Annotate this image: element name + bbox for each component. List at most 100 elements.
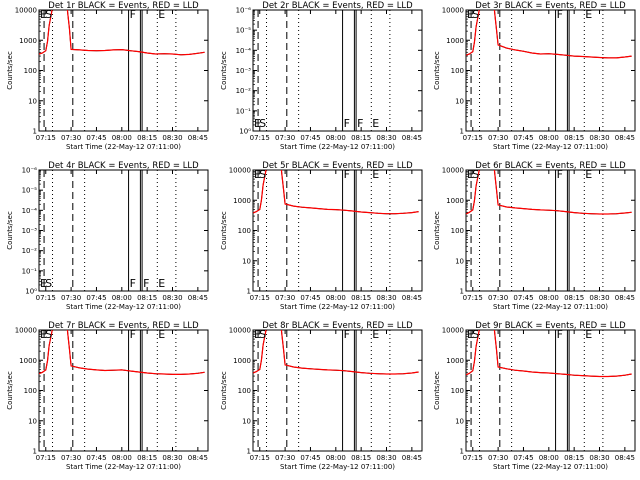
event-marker-label: S: [472, 168, 479, 181]
y-tick-label: 10: [28, 417, 37, 425]
y-tick-label: 10⁻⁶: [22, 167, 38, 175]
x-tick-label: 07:15: [463, 454, 483, 462]
x-axis-title: Start Time (22-May-12 07:11:00): [280, 463, 395, 471]
x-axis-title: Start Time (22-May-12 07:11:00): [66, 143, 181, 151]
plot-frame: [465, 329, 636, 452]
y-tick-label: 10⁻¹: [22, 267, 38, 275]
x-axis-title: Start Time (22-May-12 07:11:00): [66, 463, 181, 471]
event-marker-label: S: [45, 8, 52, 21]
x-tick-label: 07:45: [86, 134, 106, 142]
x-tick-label: 07:15: [463, 134, 483, 142]
y-axis-title: Counts/sec: [433, 51, 441, 90]
y-tick-label: 10⁻⁵: [22, 187, 38, 195]
x-tick-label: 08:30: [589, 294, 609, 302]
panel-title: Det 7r BLACK = Events, RED = LLD: [48, 321, 199, 331]
x-tick-label: 08:00: [112, 134, 132, 142]
event-marker-label: S: [259, 168, 266, 181]
y-tick-label: 1000: [19, 357, 37, 365]
y-tick-label: 10000: [442, 327, 464, 335]
y-tick-label: 1000: [446, 37, 464, 45]
y-axis-title: Counts/sec: [220, 211, 228, 250]
x-tick-label: 08:30: [162, 294, 182, 302]
y-tick-label: 1: [460, 128, 464, 136]
y-tick-label: 10: [455, 97, 464, 105]
y-tick-label: 10⁻³: [236, 67, 252, 75]
y-tick-label: 1: [460, 288, 464, 296]
event-marker-label: S: [45, 277, 52, 290]
series-line-events: [466, 330, 632, 377]
x-tick-label: 08:15: [564, 134, 584, 142]
y-tick-label: 10: [455, 257, 464, 265]
x-axis-title: Start Time (22-May-12 07:11:00): [493, 303, 608, 311]
detector-panel-det3r: Det 3r BLACK = Events, RED = LLD 1 10 100 10…: [433, 1, 636, 151]
x-tick-label: 08:00: [112, 454, 132, 462]
x-tick-label: 08:00: [326, 454, 346, 462]
y-axis-title: Counts/sec: [220, 371, 228, 410]
panel-title: Det 2r BLACK = Events, RED = LLD: [262, 1, 413, 11]
panel-title: Det 9r BLACK = Events, RED = LLD: [475, 321, 626, 331]
event-marker-label: F: [557, 168, 563, 181]
x-axis-title: Start Time (22-May-12 07:11:00): [280, 143, 395, 151]
event-marker-label: E: [40, 328, 47, 341]
x-tick-label: 07:15: [463, 294, 483, 302]
x-tick-label: 07:45: [300, 294, 320, 302]
y-axis-title: Counts/sec: [6, 51, 14, 90]
x-tick-label: 08:15: [564, 454, 584, 462]
x-tick-label: 07:30: [275, 134, 295, 142]
event-marker-label: S: [259, 328, 266, 341]
y-tick-label: 10000: [229, 167, 251, 175]
event-marker-label: F: [130, 328, 136, 341]
x-tick-label: 08:45: [615, 134, 635, 142]
y-tick-label: 1: [460, 448, 464, 456]
y-tick-label: 100: [238, 227, 251, 235]
x-tick-label: 08:45: [188, 294, 208, 302]
series-line-events: [39, 330, 205, 375]
plot-frame: [465, 9, 636, 132]
panel-title: Det 1r BLACK = Events, RED = LLD: [48, 1, 199, 11]
x-tick-label: 08:00: [326, 294, 346, 302]
panel-title: Det 8r BLACK = Events, RED = LLD: [262, 321, 413, 331]
event-marker-label: E: [254, 328, 261, 341]
y-tick-label: 10: [242, 257, 251, 265]
y-tick-label: 10: [455, 417, 464, 425]
y-tick-label: 10000: [229, 327, 251, 335]
event-marker-label: F: [143, 277, 149, 290]
plot-frame: [38, 329, 209, 452]
series-line-lld: [253, 170, 419, 215]
x-tick-label: 07:30: [61, 294, 81, 302]
x-tick-label: 08:30: [376, 294, 396, 302]
panel-title: Det 4r BLACK = Events, RED = LLD: [48, 161, 199, 171]
x-tick-label: 07:45: [513, 294, 533, 302]
x-tick-label: 07:15: [250, 294, 270, 302]
y-tick-label: 1: [33, 448, 37, 456]
y-tick-label: 1000: [446, 357, 464, 365]
event-marker-label: E: [372, 328, 379, 341]
y-tick-label: 10⁻⁵: [236, 27, 252, 35]
x-tick-label: 08:45: [615, 294, 635, 302]
x-tick-label: 07:30: [61, 454, 81, 462]
series-line-lld: [39, 330, 205, 375]
event-marker-label: S: [472, 328, 479, 341]
event-marker-label: F: [344, 328, 350, 341]
x-tick-label: 07:45: [300, 454, 320, 462]
x-tick-label: 08:30: [589, 454, 609, 462]
event-marker-label: E: [467, 328, 474, 341]
y-tick-label: 10⁰: [239, 128, 251, 136]
x-axis-title: Start Time (22-May-12 07:11:00): [493, 463, 608, 471]
plot-frame: [38, 169, 209, 292]
x-tick-label: 08:30: [589, 134, 609, 142]
x-tick-label: 08:00: [539, 294, 559, 302]
detector-panel-det9r: Det 9r BLACK = Events, RED = LLD 1 10 100 10…: [433, 321, 636, 471]
y-tick-label: 10⁻¹: [236, 107, 252, 115]
x-tick-label: 08:45: [188, 454, 208, 462]
y-tick-label: 10⁻⁶: [236, 7, 252, 15]
detector-panel-det1r: Det 1r BLACK = Events, RED = LLD 1 10 100 10…: [6, 1, 209, 151]
y-tick-label: 10⁰: [25, 288, 37, 296]
panel-title: Det 6r BLACK = Events, RED = LLD: [475, 161, 626, 171]
event-marker-label: E: [372, 168, 379, 181]
series-line-lld: [253, 330, 419, 375]
y-tick-label: 100: [24, 67, 37, 75]
y-axis-title: Counts/sec: [6, 211, 14, 250]
detector-panel-det8r: Det 8r BLACK = Events, RED = LLD 1 10 100 10…: [220, 321, 423, 471]
y-tick-label: 10: [28, 97, 37, 105]
